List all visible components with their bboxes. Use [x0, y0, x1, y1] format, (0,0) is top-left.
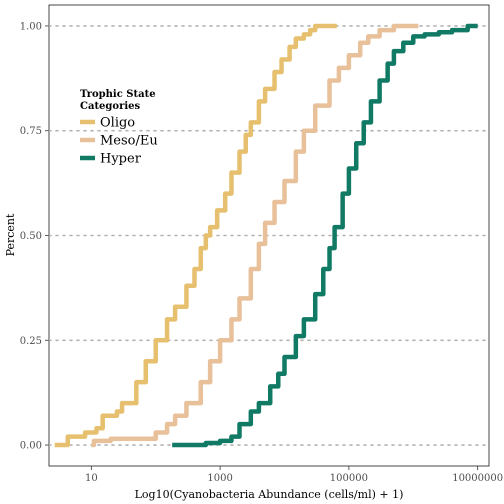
series-lines	[54, 23, 478, 448]
y-axis-title: Percent	[4, 213, 17, 256]
legend-label-hyper: Hyper	[100, 152, 142, 167]
series-line-meso-eu	[91, 23, 419, 448]
legend-title: Trophic State Categories	[80, 89, 159, 112]
legend-items: Oligo Meso/Eu Hyper	[80, 116, 158, 167]
x-tick-label: 100000	[330, 473, 368, 484]
x-axis-ticks: 10 1000 100000 10000000	[85, 466, 503, 484]
series-line-hyper	[172, 23, 478, 448]
legend-label-oligo: Oligo	[100, 116, 135, 131]
y-tick-label: 1.00	[20, 21, 42, 32]
legend-label-meso-eu: Meso/Eu	[100, 134, 158, 149]
x-tick-label: 1000	[207, 473, 232, 484]
legend: Trophic State Categories Oligo Meso/Eu Hyp…	[80, 89, 159, 167]
y-axis-ticks: 0.00 0.25 0.50 0.75 1.00	[20, 21, 49, 452]
x-tick-label: 10000000	[452, 473, 503, 484]
x-tick-label: 10	[85, 473, 98, 484]
series-line-oligo	[54, 23, 337, 448]
y-tick-label: 0.50	[20, 231, 42, 242]
x-axis-title: Log10(Cyanobacteria Abundance (cells/ml)…	[135, 488, 404, 501]
y-tick-label: 0.75	[20, 126, 42, 137]
y-tick-label: 0.00	[20, 441, 42, 452]
y-tick-label: 0.25	[20, 336, 42, 347]
